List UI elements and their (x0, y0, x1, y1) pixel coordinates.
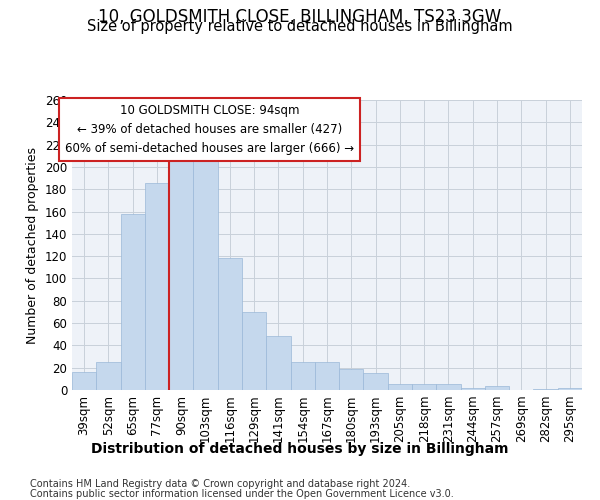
Bar (339, 369, 364, 390)
Bar (96, 362, 121, 390)
Text: Contains public sector information licensed under the Open Government Licence v3: Contains public sector information licen… (30, 489, 454, 499)
Bar (315, 362, 339, 390)
Bar (193, 152, 218, 390)
Bar (290, 362, 315, 390)
Bar (388, 384, 412, 390)
Bar (364, 374, 388, 390)
Bar (145, 182, 169, 390)
Text: Size of property relative to detached houses in Billingham: Size of property relative to detached ho… (87, 18, 513, 34)
Bar (485, 386, 509, 390)
Bar (436, 384, 461, 390)
Bar (412, 384, 436, 390)
Y-axis label: Number of detached properties: Number of detached properties (26, 146, 39, 344)
Bar (121, 214, 145, 390)
Text: 10 GOLDSMITH CLOSE: 94sqm
← 39% of detached houses are smaller (427)
60% of semi: 10 GOLDSMITH CLOSE: 94sqm ← 39% of detac… (65, 104, 354, 156)
Bar (266, 336, 290, 390)
Text: Distribution of detached houses by size in Billingham: Distribution of detached houses by size … (91, 442, 509, 456)
Bar (461, 388, 485, 390)
Bar (558, 388, 582, 390)
Bar (72, 372, 96, 390)
Text: Contains HM Land Registry data © Crown copyright and database right 2024.: Contains HM Land Registry data © Crown c… (30, 479, 410, 489)
Text: 10, GOLDSMITH CLOSE, BILLINGHAM, TS23 3GW: 10, GOLDSMITH CLOSE, BILLINGHAM, TS23 3G… (98, 8, 502, 26)
Bar (218, 258, 242, 390)
Bar (242, 312, 266, 390)
Bar (169, 157, 193, 390)
Bar (533, 389, 558, 390)
